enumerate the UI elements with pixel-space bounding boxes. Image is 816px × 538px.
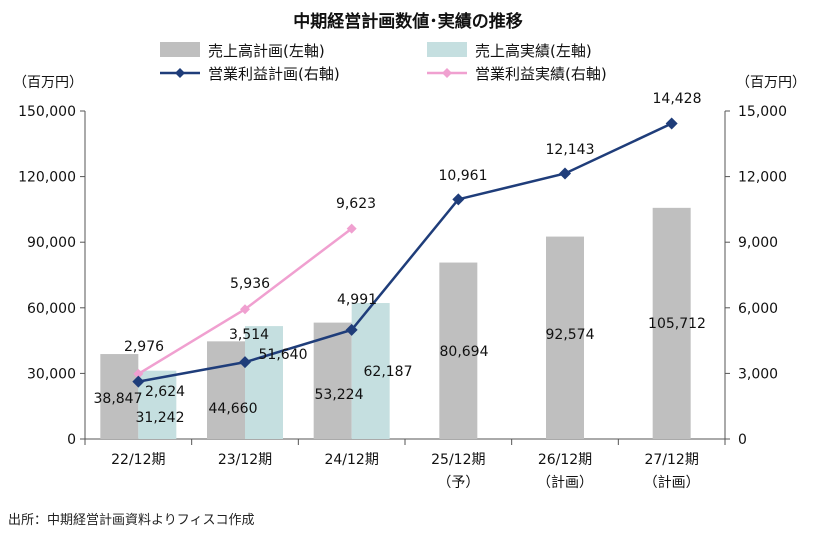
data-label-sales-actual: 31,242 bbox=[136, 410, 185, 426]
chart-title: 中期経営計画数値･実績の推移 bbox=[293, 11, 523, 32]
bar-sales-plan bbox=[313, 322, 352, 439]
x-tick-label: 26/12期 bbox=[538, 452, 592, 468]
data-label-sales-plan: 92,574 bbox=[546, 327, 595, 343]
bar-sales-plan bbox=[652, 207, 691, 439]
x-tick-label: 23/12期 bbox=[218, 452, 272, 468]
legend-label: 営業利益実績(右軸) bbox=[475, 65, 607, 83]
data-label-profit-plan: 2,624 bbox=[145, 384, 185, 400]
x-tick-label: （計画） bbox=[644, 475, 700, 491]
right-tick-label: 3,000 bbox=[738, 366, 778, 382]
x-tick-label: 27/12期 bbox=[644, 452, 698, 468]
profit-plan-point bbox=[132, 375, 145, 388]
profit-plan-point bbox=[239, 356, 251, 369]
x-tick-label: 25/12期 bbox=[431, 452, 485, 468]
legend-marker bbox=[442, 68, 452, 78]
profit-plan-point bbox=[345, 323, 358, 336]
profit-plan-point bbox=[559, 167, 571, 180]
profit-actual-point bbox=[133, 368, 144, 379]
left-tick-label: 30,000 bbox=[27, 366, 76, 382]
data-label-profit-actual: 9,623 bbox=[336, 196, 376, 212]
data-label-profit-plan: 12,143 bbox=[546, 142, 595, 158]
left-tick-label: 120,000 bbox=[18, 170, 76, 186]
left-axis-unit: （百万円） bbox=[13, 75, 83, 91]
data-label-sales-plan: 105,712 bbox=[648, 316, 706, 332]
x-tick-label: 24/12期 bbox=[324, 452, 378, 468]
left-tick-label: 90,000 bbox=[27, 235, 76, 251]
data-label-sales-actual: 62,187 bbox=[364, 364, 413, 380]
left-tick-label: 60,000 bbox=[27, 301, 76, 317]
bar-sales-plan bbox=[439, 262, 478, 439]
data-label-profit-plan: 14,428 bbox=[653, 91, 702, 107]
bar-sales-actual bbox=[138, 370, 177, 439]
right-tick-label: 12,000 bbox=[738, 170, 787, 186]
bar-sales-actual bbox=[351, 303, 390, 439]
profit-actual-point bbox=[240, 304, 250, 315]
x-tick-label: （計画） bbox=[537, 475, 593, 491]
data-label-sales-plan: 44,660 bbox=[209, 401, 258, 417]
left-tick-label: 150,000 bbox=[18, 104, 76, 120]
data-label-profit-plan: 10,961 bbox=[439, 168, 488, 184]
profit-actual-point bbox=[346, 223, 357, 234]
right-tick-label: 9,000 bbox=[738, 235, 778, 251]
data-label-profit-plan: 3,514 bbox=[229, 327, 269, 343]
profit-plan-point bbox=[452, 193, 465, 206]
right-axis-unit: （百万円） bbox=[736, 75, 806, 91]
data-label-profit-actual: 2,976 bbox=[124, 339, 164, 355]
legend-label: 売上高実績(左軸) bbox=[475, 42, 592, 60]
data-label-sales-plan: 53,224 bbox=[315, 387, 364, 403]
data-label-profit-plan: 4,991 bbox=[337, 292, 377, 308]
bar-sales-actual bbox=[245, 326, 283, 439]
data-label-sales-plan: 38,847 bbox=[94, 391, 143, 407]
legend-label: 売上高計画(左軸) bbox=[208, 42, 325, 60]
data-label-sales-plan: 80,694 bbox=[440, 344, 489, 360]
right-tick-label: 15,000 bbox=[738, 104, 787, 120]
legend-marker bbox=[175, 68, 185, 78]
bar-sales-plan bbox=[546, 236, 584, 439]
x-tick-label: （予） bbox=[437, 475, 479, 491]
right-tick-label: 6,000 bbox=[738, 301, 778, 317]
data-label-sales-actual: 51,640 bbox=[259, 347, 308, 363]
bar-sales-plan bbox=[207, 341, 245, 439]
profit-plan-line bbox=[138, 122, 673, 383]
bar-sales-plan bbox=[100, 354, 139, 439]
profit-plan-point bbox=[665, 117, 678, 130]
legend-swatch bbox=[160, 42, 200, 57]
legend-swatch bbox=[427, 42, 467, 57]
right-tick-label: 0 bbox=[738, 432, 747, 448]
x-tick-label: 22/12期 bbox=[111, 452, 165, 468]
data-label-profit-actual: 5,936 bbox=[230, 276, 270, 292]
left-tick-label: 0 bbox=[67, 432, 76, 448]
source-note: 出所：中期経営計画資料よりフィスコ作成 bbox=[8, 513, 255, 528]
legend-label: 営業利益計画(右軸) bbox=[208, 65, 340, 83]
